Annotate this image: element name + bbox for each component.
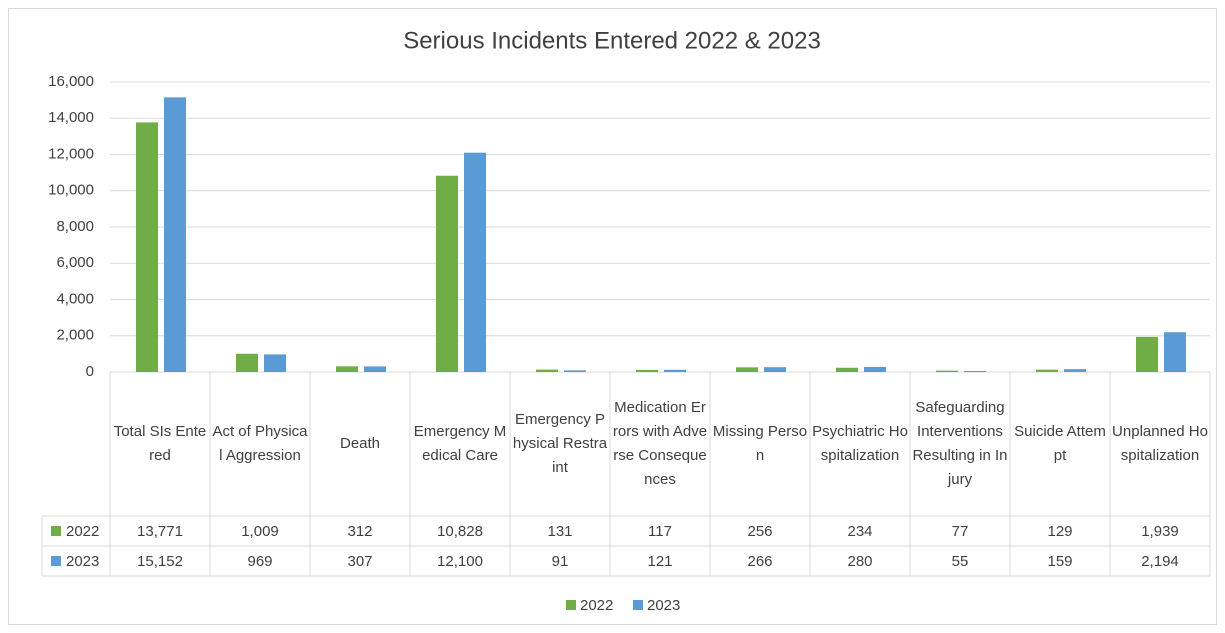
y-tick-label: 12,000 [48,145,94,162]
table-value: 2,194 [1141,553,1179,570]
table-value: 159 [1047,553,1072,570]
bar [736,367,758,372]
chart-border [8,8,1217,625]
table-value: 117 [648,523,672,540]
bar [236,353,258,372]
chart-title: Serious Incidents Entered 2022 & 2023 [403,27,821,54]
y-tick-label: 2,000 [56,327,94,344]
y-tick-label: 6,000 [56,254,94,271]
table-value: 1,939 [1141,523,1179,540]
category-label: Emergency Physical Restraint [512,411,608,476]
table-value: 256 [747,523,772,540]
legend-label: 2022 [580,597,613,614]
bar [964,371,986,372]
category-label: Act of Physical Aggression [212,423,308,464]
y-tick-label: 10,000 [48,182,94,199]
bar [1064,369,1086,372]
legend-key [633,600,643,610]
table-value: 55 [952,553,969,570]
table-value: 312 [347,523,372,540]
table-value: 969 [247,553,272,570]
category-label: Medication Errors with Adverse Consequen… [612,399,708,488]
y-tick-label: 4,000 [56,290,94,307]
bar [564,370,586,372]
bar [836,367,858,372]
bar [1036,369,1058,372]
table-value: 1,009 [241,523,279,540]
bar [536,369,558,372]
y-tick-label: 14,000 [48,109,94,126]
table-series-name: 2022 [66,523,99,540]
table-value: 280 [847,553,872,570]
table-value: 15,152 [137,553,183,570]
bar [464,152,486,372]
bar [264,354,286,372]
y-tick-label: 8,000 [56,218,94,235]
category-label: Psychiatric Hospitalization [812,423,908,464]
table-key [51,526,61,536]
table-value: 10,828 [437,523,483,540]
table-value: 129 [1047,523,1072,540]
bar [436,175,458,372]
table-key [51,556,61,566]
category-label: Total SIs Entered [113,423,207,464]
bar [664,369,686,372]
category-label: Safeguarding Interventions Resulting in … [912,399,1008,488]
legend-key [566,600,576,610]
table-series-name: 2023 [66,553,99,570]
bar [364,366,386,372]
bar [1164,332,1186,372]
bar [336,366,358,372]
bar [136,122,158,372]
bar [864,366,886,372]
bar [764,367,786,372]
bar [936,370,958,372]
table-value: 13,771 [137,523,183,540]
category-label: Death [339,435,381,452]
bar [164,97,186,373]
table-value: 234 [847,523,872,540]
category-label: Missing Person [712,423,808,464]
y-tick-label: 16,000 [48,73,94,90]
bar [1136,336,1158,372]
y-tick-label: 0 [86,363,94,380]
category-label: Emergency Medical Care [413,423,507,464]
bar [636,369,658,372]
table-value: 307 [347,553,372,570]
table-value: 131 [547,523,572,540]
table-value: 77 [952,523,969,540]
table-value: 91 [552,553,569,570]
category-label: Unplanned Hospitalization [1112,423,1208,464]
table-value: 12,100 [437,553,483,570]
table-value: 266 [747,553,772,570]
legend-label: 2023 [647,597,680,614]
table-value: 121 [647,553,672,570]
category-label: Suicide Attempt [1014,423,1106,464]
